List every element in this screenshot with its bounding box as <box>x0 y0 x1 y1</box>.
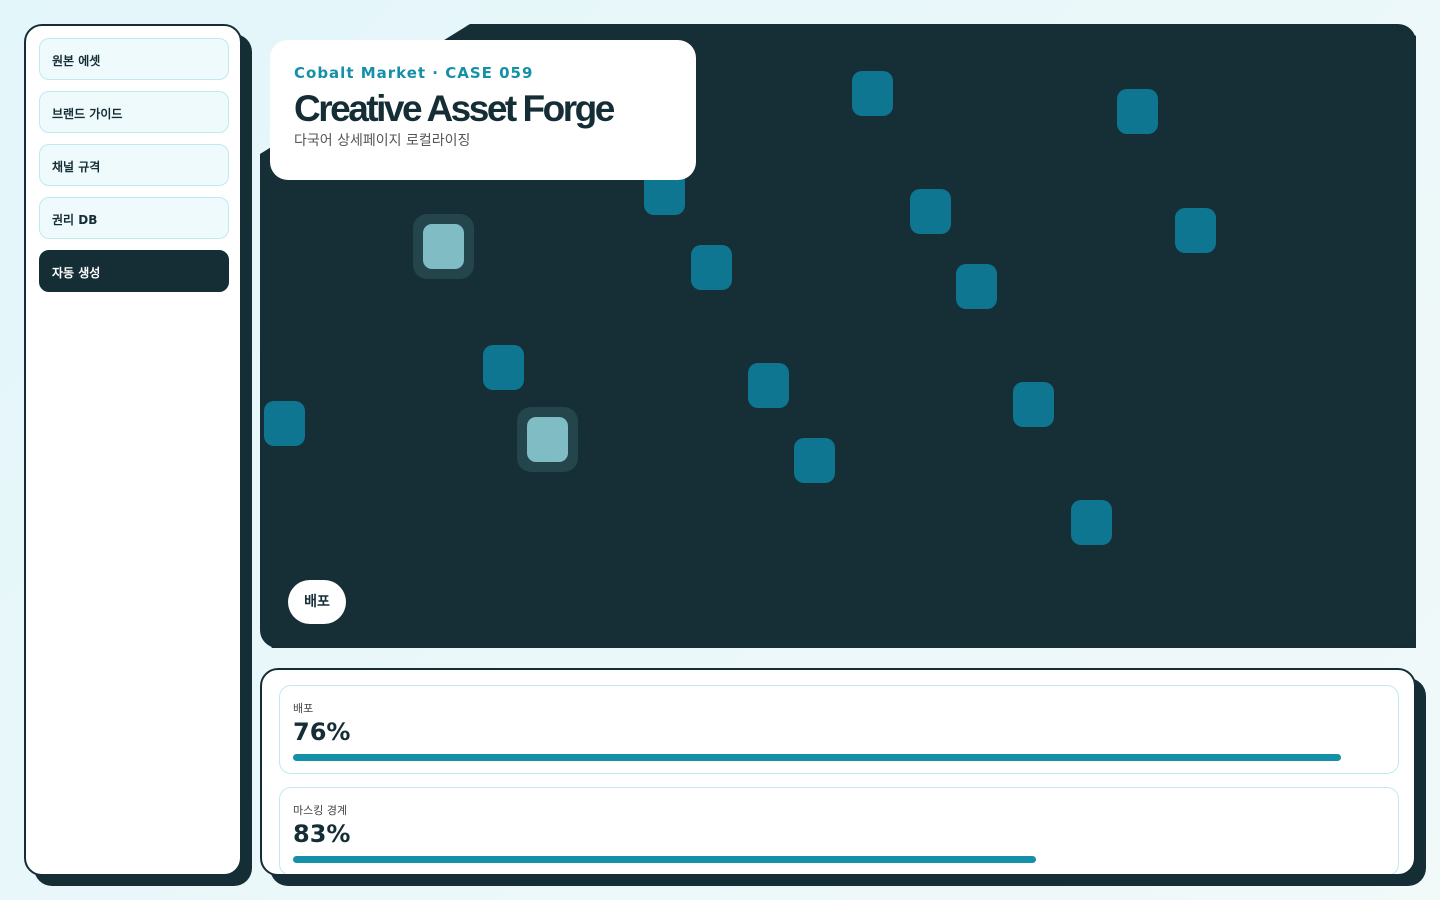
asset-tile <box>1117 89 1158 134</box>
progress-track <box>293 754 1385 761</box>
asset-tile <box>852 71 893 116</box>
header-card: Cobalt Market · CASE 059 Creative Asset … <box>270 40 696 180</box>
metric-label: 마스킹 경계 <box>293 804 348 817</box>
deploy-button[interactable]: 배포 <box>288 580 346 624</box>
asset-tile <box>748 363 789 408</box>
metric-value: 76% <box>293 718 351 746</box>
asset-tile <box>483 345 524 390</box>
nav-item[interactable]: 권리 DB <box>39 197 229 239</box>
asset-tile <box>1013 382 1054 427</box>
nav-item[interactable]: 브랜드 가이드 <box>39 91 229 133</box>
title: Creative Asset Forge <box>294 88 615 129</box>
nav-item[interactable]: 자동 생성 <box>39 250 229 292</box>
progress-track <box>293 856 1385 863</box>
subtitle: 다국어 상세페이지 로컬라이징 <box>294 133 471 149</box>
metric-label: 배포 <box>293 702 314 715</box>
asset-tile <box>1175 208 1216 253</box>
asset-tile <box>264 401 305 446</box>
selected-tile <box>517 407 578 472</box>
metrics-panel: 배포 76% 마스킹 경계 83% <box>260 668 1416 876</box>
metric-value: 83% <box>293 820 351 848</box>
tile-inner <box>423 224 464 269</box>
nav-item[interactable]: 원본 에셋 <box>39 38 229 80</box>
asset-tile <box>956 264 997 309</box>
asset-tile <box>1071 500 1112 545</box>
asset-tile <box>910 189 951 234</box>
tile-inner <box>527 417 568 462</box>
selected-tile <box>413 214 474 279</box>
progress-fill <box>293 754 1342 761</box>
metric-card: 마스킹 경계 83% <box>279 787 1399 874</box>
asset-tile <box>691 245 732 290</box>
asset-tile <box>794 438 835 483</box>
eyebrow: Cobalt Market · CASE 059 <box>294 64 534 82</box>
metric-card: 배포 76% <box>279 685 1399 774</box>
nav-item[interactable]: 채널 규격 <box>39 144 229 186</box>
progress-fill <box>293 856 1036 863</box>
